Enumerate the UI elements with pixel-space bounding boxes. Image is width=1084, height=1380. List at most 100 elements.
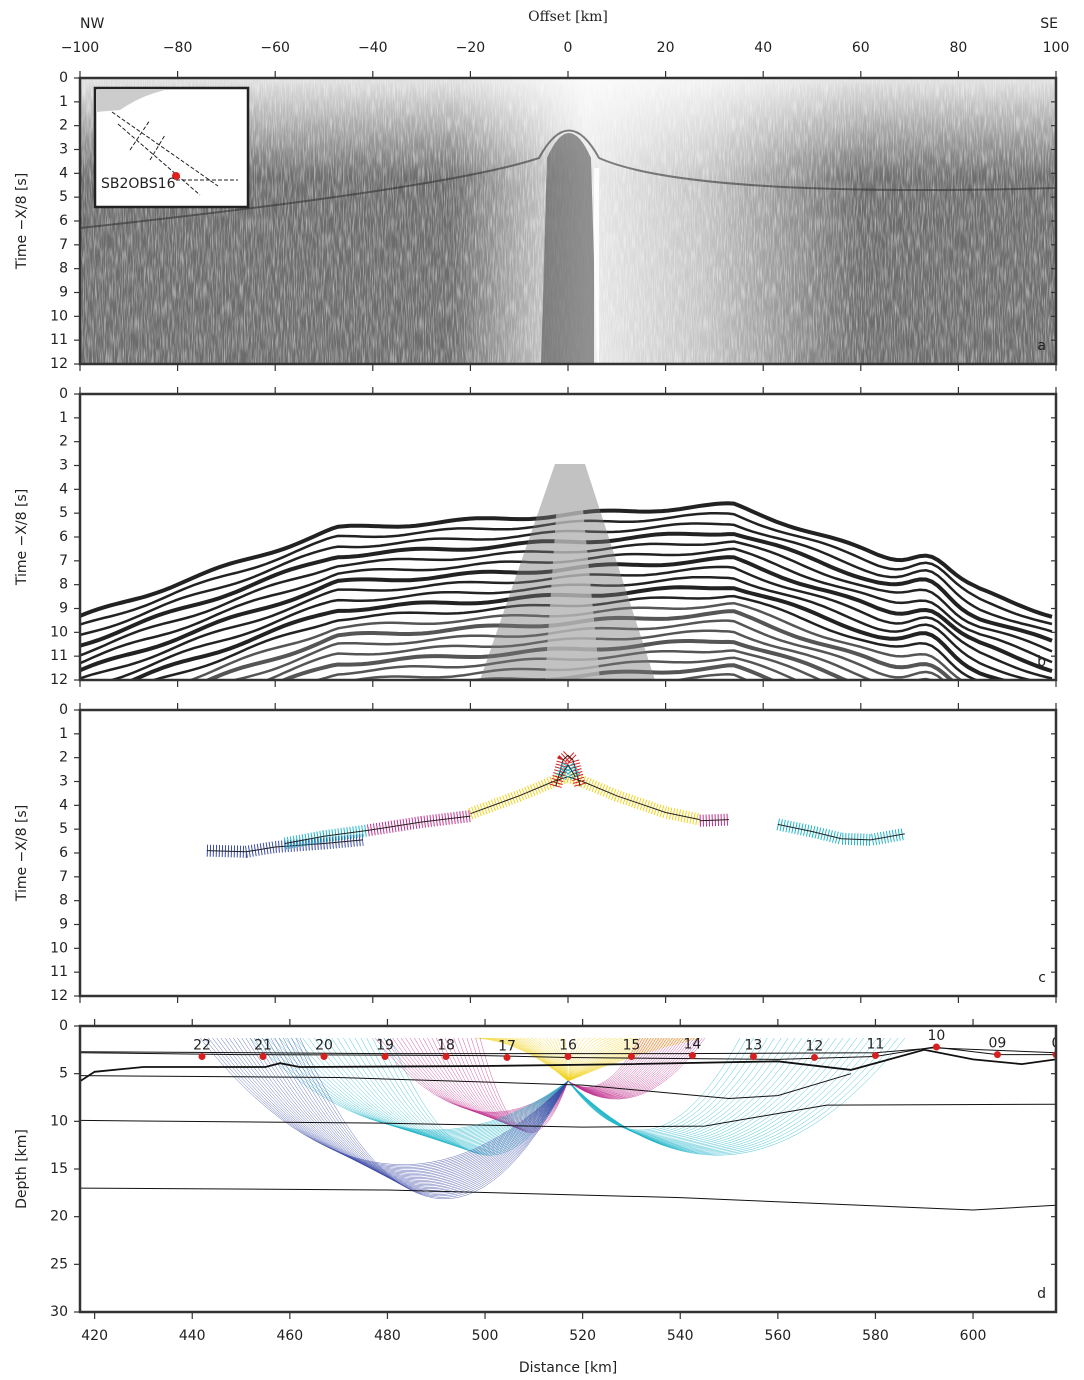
ray: [567, 1037, 628, 1082]
x-tick-label: 460: [276, 1328, 303, 1344]
obs-station: [503, 1053, 511, 1061]
ray: [553, 1037, 569, 1082]
cone: [480, 464, 655, 680]
direction-label: SE: [1040, 16, 1058, 32]
y-axis-label: Depth [km]: [14, 1129, 30, 1209]
y-tick-label: 0: [59, 702, 68, 718]
ray: [567, 1037, 689, 1097]
reflection-band: [80, 695, 1052, 807]
noise-trace: [594, 168, 599, 364]
y-tick-label: 6: [59, 529, 68, 545]
ray: [567, 1037, 906, 1156]
x-tick-label: 540: [667, 1328, 694, 1344]
obs-station: [381, 1053, 389, 1061]
y-tick-label: 0: [59, 70, 68, 86]
y-tick-label: 12: [50, 356, 68, 372]
ray: [567, 1037, 607, 1082]
panel-letter: d: [1037, 1286, 1046, 1302]
x-tick-label: 520: [569, 1328, 596, 1344]
obs-station: [564, 1053, 572, 1061]
station-label: 22: [193, 1038, 211, 1054]
x-tick-label: −80: [163, 40, 193, 56]
ray: [567, 1037, 576, 1082]
x-tick-label: 40: [754, 40, 772, 56]
y-tick-label: 9: [59, 285, 68, 301]
x-tick-label: 20: [657, 40, 675, 56]
ray: [203, 1037, 569, 1167]
apex: [545, 451, 600, 680]
y-tick-label: 15: [50, 1161, 68, 1177]
x-tick-label: 420: [81, 1328, 108, 1344]
x-tick-label: 80: [949, 40, 967, 56]
layer-boundary: [80, 1103, 1056, 1128]
inset-lines: [111, 111, 238, 196]
y-tick-label: 5: [59, 821, 68, 837]
y-tick-label: 10: [50, 308, 68, 324]
ray: [220, 1037, 569, 1172]
y-tick-label: 8: [59, 893, 68, 909]
y-tick-label: 6: [59, 845, 68, 861]
x-tick-label: 100: [1043, 40, 1070, 56]
obs-station: [749, 1053, 757, 1061]
ray: [241, 1037, 569, 1179]
x-tick-label: 60: [852, 40, 870, 56]
ray: [224, 1037, 569, 1174]
ray: [567, 1037, 669, 1082]
ray: [549, 1037, 569, 1082]
y-axis-label: Time −X/8 [s]: [14, 173, 30, 270]
panel-letter: b: [1037, 654, 1046, 670]
ray: [325, 1037, 569, 1144]
y-tick-label: 2: [59, 750, 68, 766]
reflection-band: [80, 782, 1052, 896]
x-tick-label: 440: [179, 1328, 206, 1344]
layer-boundary: [80, 1187, 1056, 1211]
ray: [567, 1037, 586, 1082]
x-tick-label: 600: [960, 1328, 987, 1344]
y-tick-label: 12: [50, 672, 68, 688]
ray: [199, 1037, 569, 1165]
station-label: 18: [437, 1038, 455, 1054]
reflection-band: [80, 774, 1052, 889]
inset-label: SB2OBS16: [101, 176, 176, 192]
x-tick-label: −20: [456, 40, 486, 56]
ray: [228, 1037, 569, 1175]
ray: [270, 1037, 569, 1189]
y-tick-label: 4: [59, 481, 68, 497]
station-label: 17: [498, 1038, 516, 1054]
y-tick-label: 0: [59, 386, 68, 402]
y-tick-label: 9: [59, 917, 68, 933]
ray: [262, 1037, 569, 1187]
ray: [567, 1037, 622, 1082]
arrival: [80, 129, 1056, 229]
y-axis-label: Time −X/8 [s]: [14, 805, 30, 902]
y-tick-label: 30: [50, 1304, 68, 1320]
ray: [296, 1037, 569, 1139]
reflection-band: [80, 728, 1052, 842]
ray: [245, 1037, 569, 1181]
station-label: 0: [1052, 1036, 1061, 1052]
x-tick-label: −60: [260, 40, 290, 56]
station-label: 10: [928, 1028, 946, 1044]
y-tick-label: 5: [59, 505, 68, 521]
ray: [567, 1037, 664, 1082]
y-tick-label: 2: [59, 118, 68, 134]
y-tick-label: 0: [59, 1018, 68, 1034]
pick-line: [367, 815, 471, 831]
pick-line: [470, 776, 700, 821]
panel-letter: a: [1037, 338, 1046, 354]
y-tick-label: 3: [59, 142, 68, 158]
ray: [479, 1037, 569, 1133]
y-tick-label: 12: [50, 988, 68, 1004]
ray: [266, 1037, 569, 1188]
pick-line: [560, 763, 576, 777]
y-tick-label: 20: [50, 1209, 68, 1225]
obs-station: [198, 1053, 206, 1061]
x-tick-label: −100: [61, 40, 99, 56]
obs-station: [688, 1052, 696, 1060]
reflection-band: [80, 767, 1052, 881]
ray: [567, 1037, 685, 1082]
apex: [541, 133, 597, 364]
station-label: 19: [376, 1038, 394, 1054]
